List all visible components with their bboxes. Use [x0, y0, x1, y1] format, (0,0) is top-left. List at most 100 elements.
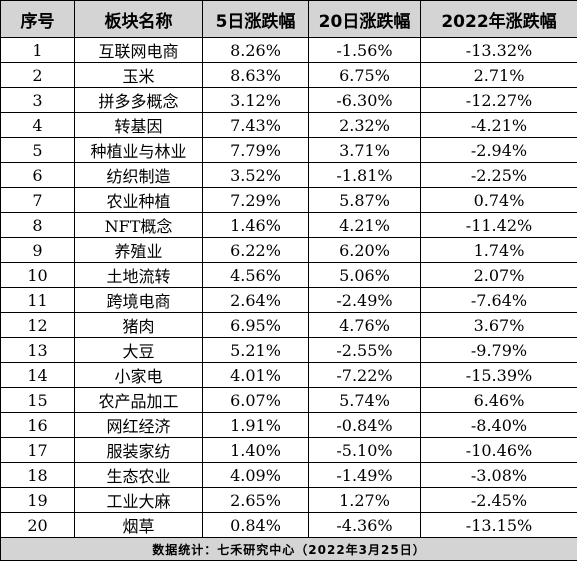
cell-index: 13 — [0, 337, 75, 363]
cell-2022-change: -8.40% — [420, 412, 577, 438]
table-row: 15 农产品加工 6.07% 5.74% 6.46% — [0, 387, 577, 413]
cell-index: 18 — [0, 462, 75, 488]
cell-sector-name: 服装家纺 — [74, 437, 203, 463]
cell-20day-change: 5.06% — [308, 262, 421, 288]
cell-20day-change: 6.75% — [308, 62, 421, 88]
cell-2022-change: -10.46% — [420, 437, 577, 463]
cell-5day-change: 2.65% — [202, 487, 309, 513]
cell-20day-change: 5.74% — [308, 387, 421, 413]
cell-2022-change: 3.67% — [420, 312, 577, 338]
cell-5day-change: 8.26% — [202, 37, 309, 63]
header-5day-change: 5日涨跌幅 — [202, 0, 309, 38]
cell-sector-name: 农产品加工 — [74, 387, 203, 413]
cell-sector-name: 互联网电商 — [74, 37, 203, 63]
cell-index: 14 — [0, 362, 75, 388]
cell-20day-change: 4.76% — [308, 312, 421, 338]
cell-index: 9 — [0, 237, 75, 263]
cell-2022-change: -11.42% — [420, 212, 577, 238]
cell-sector-name: NFT概念 — [74, 212, 203, 238]
cell-index: 12 — [0, 312, 75, 338]
cell-index: 15 — [0, 387, 75, 413]
table-row: 7 农业种植 7.29% 5.87% 0.74% — [0, 187, 577, 213]
cell-index: 4 — [0, 112, 75, 138]
cell-sector-name: 玉米 — [74, 62, 203, 88]
cell-index: 1 — [0, 37, 75, 63]
cell-index: 17 — [0, 437, 75, 463]
header-20day-change: 20日涨跌幅 — [308, 0, 421, 38]
cell-sector-name: 生态农业 — [74, 462, 203, 488]
table-body: 1 互联网电商 8.26% -1.56% -13.32% 2 玉米 8.63% 6.75% 2.7… — [0, 37, 577, 538]
cell-5day-change: 6.95% — [202, 312, 309, 338]
cell-sector-name: 转基因 — [74, 112, 203, 138]
cell-20day-change: 4.21% — [308, 212, 421, 238]
cell-sector-name: 土地流转 — [74, 262, 203, 288]
cell-index: 11 — [0, 287, 75, 313]
cell-5day-change: 7.29% — [202, 187, 309, 213]
cell-20day-change: -1.49% — [308, 462, 421, 488]
cell-2022-change: -7.64% — [420, 287, 577, 313]
cell-5day-change: 6.22% — [202, 237, 309, 263]
cell-5day-change: 1.91% — [202, 412, 309, 438]
cell-5day-change: 2.64% — [202, 287, 309, 313]
table-row: 17 服装家纺 1.40% -5.10% -10.46% — [0, 437, 577, 463]
cell-2022-change: -4.21% — [420, 112, 577, 138]
cell-2022-change: -2.45% — [420, 487, 577, 513]
cell-5day-change: 4.01% — [202, 362, 309, 388]
cell-20day-change: -2.49% — [308, 287, 421, 313]
cell-2022-change: 2.71% — [420, 62, 577, 88]
table-row: 5 种植业与林业 7.79% 3.71% -2.94% — [0, 137, 577, 163]
table-row: 13 大豆 5.21% -2.55% -9.79% — [0, 337, 577, 363]
cell-index: 19 — [0, 487, 75, 513]
table-row: 19 工业大麻 2.65% 1.27% -2.45% — [0, 487, 577, 513]
cell-5day-change: 4.56% — [202, 262, 309, 288]
table-row: 1 互联网电商 8.26% -1.56% -13.32% — [0, 37, 577, 63]
cell-5day-change: 1.46% — [202, 212, 309, 238]
cell-20day-change: -7.22% — [308, 362, 421, 388]
table-header: 序号 板块名称 5日涨跌幅 20日涨跌幅 2022年涨跌幅 — [0, 0, 577, 38]
table-row: 4 转基因 7.43% 2.32% -4.21% — [0, 112, 577, 138]
header-2022-change: 2022年涨跌幅 — [420, 0, 577, 38]
cell-index: 5 — [0, 137, 75, 163]
cell-20day-change: 5.87% — [308, 187, 421, 213]
cell-2022-change: -2.94% — [420, 137, 577, 163]
cell-5day-change: 7.43% — [202, 112, 309, 138]
cell-5day-change: 5.21% — [202, 337, 309, 363]
table-row: 3 拼多多概念 3.12% -6.30% -12.27% — [0, 87, 577, 113]
cell-20day-change: -2.55% — [308, 337, 421, 363]
cell-2022-change: -2.25% — [420, 162, 577, 188]
cell-2022-change: 1.74% — [420, 237, 577, 263]
cell-index: 7 — [0, 187, 75, 213]
cell-20day-change: -1.81% — [308, 162, 421, 188]
cell-20day-change: -0.84% — [308, 412, 421, 438]
cell-5day-change: 6.07% — [202, 387, 309, 413]
cell-index: 2 — [0, 62, 75, 88]
cell-sector-name: 网红经济 — [74, 412, 203, 438]
cell-20day-change: -1.56% — [308, 37, 421, 63]
cell-20day-change: 6.20% — [308, 237, 421, 263]
table-row: 14 小家电 4.01% -7.22% -15.39% — [0, 362, 577, 388]
cell-index: 8 — [0, 212, 75, 238]
header-row: 序号 板块名称 5日涨跌幅 20日涨跌幅 2022年涨跌幅 — [0, 0, 577, 38]
cell-2022-change: -12.27% — [420, 87, 577, 113]
table-row: 20 烟草 0.84% -4.36% -13.15% — [0, 512, 577, 538]
cell-sector-name: 猪肉 — [74, 312, 203, 338]
cell-20day-change: 2.32% — [308, 112, 421, 138]
cell-5day-change: 3.52% — [202, 162, 309, 188]
cell-20day-change: 1.27% — [308, 487, 421, 513]
cell-5day-change: 0.84% — [202, 512, 309, 538]
cell-sector-name: 纺织制造 — [74, 162, 203, 188]
header-sector-name: 板块名称 — [74, 0, 203, 38]
cell-20day-change: 3.71% — [308, 137, 421, 163]
cell-index: 16 — [0, 412, 75, 438]
table-row: 10 土地流转 4.56% 5.06% 2.07% — [0, 262, 577, 288]
cell-5day-change: 8.63% — [202, 62, 309, 88]
cell-sector-name: 种植业与林业 — [74, 137, 203, 163]
cell-2022-change: -9.79% — [420, 337, 577, 363]
cell-5day-change: 1.40% — [202, 437, 309, 463]
table-row: 6 纺织制造 3.52% -1.81% -2.25% — [0, 162, 577, 188]
table-row: 12 猪肉 6.95% 4.76% 3.67% — [0, 312, 577, 338]
cell-2022-change: 0.74% — [420, 187, 577, 213]
table-row: 9 养殖业 6.22% 6.20% 1.74% — [0, 237, 577, 263]
cell-20day-change: -6.30% — [308, 87, 421, 113]
